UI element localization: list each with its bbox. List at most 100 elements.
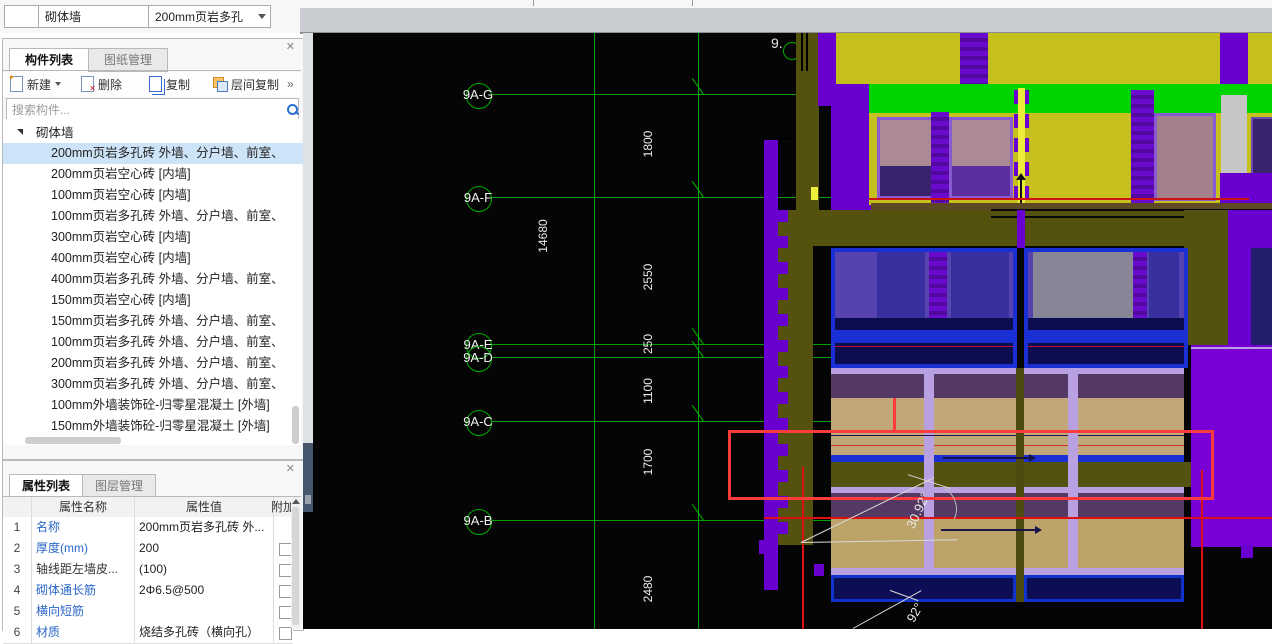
horizontal-scrollbar[interactable] xyxy=(25,437,121,444)
wall-notch xyxy=(814,564,824,576)
wall-block[interactable] xyxy=(764,140,778,213)
wall-block-large[interactable] xyxy=(1191,345,1272,547)
search-input[interactable]: 搜索构件... xyxy=(6,98,300,120)
new-button[interactable]: ✦ 新建 xyxy=(8,72,62,96)
tree-root[interactable]: 砌体墙 xyxy=(36,126,74,140)
tab-component-list[interactable]: 构件列表 xyxy=(9,48,89,72)
toolbar-overflow-button[interactable]: » xyxy=(287,77,294,91)
wall-notch xyxy=(759,540,771,554)
axis-grid-vline xyxy=(594,33,595,629)
wall-pier[interactable] xyxy=(960,33,988,84)
window[interactable] xyxy=(877,117,935,199)
tree-item[interactable]: 100mm页岩多孔砖 外墙、分户墙、前室、 xyxy=(51,209,284,223)
tree-item-selected[interactable]: 200mm页岩多孔砖 外墙、分户墙、前室、 xyxy=(3,143,341,164)
window[interactable] xyxy=(877,252,925,318)
axis-line-9A-G xyxy=(491,94,833,95)
tree-item[interactable]: 100mm页岩多孔砖 外墙、分户墙、前室、 xyxy=(51,335,284,349)
property-name[interactable]: 轴线距左墙皮... xyxy=(32,559,135,580)
toolbar-combo-category[interactable]: 砌体墙 xyxy=(38,5,165,28)
property-row: 5 横向短筋 xyxy=(3,601,293,623)
scroll-up-icon[interactable] xyxy=(292,499,300,504)
tree-item[interactable]: 100mm页岩空心砖 [内墙] xyxy=(51,188,191,202)
unit-stack[interactable] xyxy=(1024,368,1184,602)
tree-item[interactable]: 300mm页岩多孔砖 外墙、分户墙、前室、 xyxy=(51,377,284,391)
property-name-link[interactable]: 名称 xyxy=(32,517,135,538)
tab-layer-management[interactable]: 图层管理 xyxy=(82,474,156,498)
toolbar-combo-element[interactable]: 200mm页岩多孔 xyxy=(148,5,271,28)
wall-block[interactable] xyxy=(831,106,875,213)
property-value[interactable]: 200mm页岩多孔砖 外... xyxy=(135,517,274,538)
copy-between-floors-button[interactable]: 层间复制 xyxy=(213,72,279,96)
angle-annotation: 92° xyxy=(903,600,927,625)
brick-mullion xyxy=(1133,252,1147,320)
delete-button[interactable]: ✕ 删除 xyxy=(81,72,122,96)
property-name-link[interactable]: 厚度(mm) xyxy=(32,538,135,559)
splitter-upper xyxy=(303,33,313,443)
tree-item[interactable]: 100mm外墙装饰砼-归零星混凝土 [外墙] xyxy=(51,398,270,412)
window[interactable] xyxy=(1154,113,1216,201)
panel-splitter[interactable] xyxy=(303,33,313,629)
vertical-scrollbar[interactable] xyxy=(292,406,299,444)
brick-mullion xyxy=(929,252,947,318)
cad-canvas[interactable]: 9A-G 9A-F 9A-E 9A-D 9A-C 9A-B 9. 1800 14… xyxy=(313,33,1272,629)
wall-block[interactable] xyxy=(796,33,819,213)
tree-item[interactable]: 150mm页岩空心砖 [内墙] xyxy=(51,293,191,307)
property-name-link[interactable]: 横向短筋 xyxy=(32,601,135,622)
copy-button[interactable]: 复制 xyxy=(149,72,190,96)
tab-property-list[interactable]: 属性列表 xyxy=(9,474,83,498)
arrow-line xyxy=(842,435,942,436)
brick-mullion[interactable] xyxy=(931,112,949,205)
window-dark[interactable] xyxy=(1251,248,1272,348)
wall-column[interactable] xyxy=(1184,210,1228,345)
axis-line-9A-C xyxy=(491,421,833,422)
property-value[interactable] xyxy=(135,601,274,622)
property-row: 1 名称 200mm页岩多孔砖 外... xyxy=(3,517,293,539)
axis-bubble xyxy=(466,83,492,109)
window[interactable] xyxy=(1149,252,1179,320)
tree-item[interactable]: 400mm页岩空心砖 [内墙] xyxy=(51,251,191,265)
lavender-line xyxy=(1191,347,1272,349)
wall-divider xyxy=(1017,210,1025,248)
dimension-arrow-line xyxy=(991,216,1272,218)
tree-item[interactable]: 150mm外墙装饰砼-归零星混凝土 [外墙] xyxy=(51,419,270,433)
band xyxy=(1028,318,1184,330)
axis-bubble xyxy=(466,186,492,212)
property-value[interactable]: 2Φ6.5@500 xyxy=(135,580,274,601)
green-band[interactable] xyxy=(869,84,1272,113)
window[interactable] xyxy=(949,117,1013,199)
scrollbar-thumb[interactable] xyxy=(292,507,299,625)
brick-mullion[interactable] xyxy=(1131,90,1154,205)
selection-rectangle xyxy=(728,430,1214,500)
tree-item[interactable]: 400mm页岩多孔砖 外墙、分户墙、前室、 xyxy=(51,272,284,286)
window-gray[interactable] xyxy=(1033,252,1133,320)
tab-drawing-management[interactable]: 图纸管理 xyxy=(88,48,168,72)
slab-block[interactable] xyxy=(836,33,1272,84)
yellow-marker xyxy=(811,187,818,200)
unit-box[interactable] xyxy=(831,248,1017,368)
axis-label: 9A-C xyxy=(463,414,493,429)
window-dark[interactable] xyxy=(1251,117,1272,177)
tree-item[interactable]: 200mm页岩多孔砖 外墙、分户墙、前室、 xyxy=(51,356,284,370)
unit-box[interactable] xyxy=(1024,248,1188,368)
vertical-scrollbar-track[interactable] xyxy=(291,497,301,628)
tree-item[interactable]: 200mm页岩空心砖 [内墙] xyxy=(51,167,191,181)
property-name-link[interactable]: 砌体通长筋 xyxy=(32,580,135,601)
toolbar-divider xyxy=(692,0,693,6)
property-value[interactable]: 烧结多孔砖（横向孔） xyxy=(135,622,274,643)
gray-block[interactable] xyxy=(1221,95,1247,173)
splitter-handle[interactable] xyxy=(305,495,311,504)
window[interactable] xyxy=(951,252,1009,318)
close-icon[interactable]: ✕ xyxy=(285,463,295,475)
splitter-lower xyxy=(303,443,313,512)
property-value[interactable]: 200 xyxy=(135,538,274,559)
property-value[interactable]: (100) xyxy=(135,559,274,580)
close-icon[interactable]: ✕ xyxy=(285,41,295,53)
search-icon[interactable] xyxy=(286,103,300,116)
wall-column[interactable] xyxy=(764,210,778,590)
band xyxy=(1028,343,1184,364)
dimension-text: 2550 xyxy=(641,263,655,291)
property-name-link[interactable]: 材质 xyxy=(32,622,135,643)
tree-item[interactable]: 150mm页岩多孔砖 外墙、分户墙、前室、 xyxy=(51,314,284,328)
splitter-dark xyxy=(303,512,313,629)
tree-item[interactable]: 300mm页岩空心砖 [内墙] xyxy=(51,230,191,244)
